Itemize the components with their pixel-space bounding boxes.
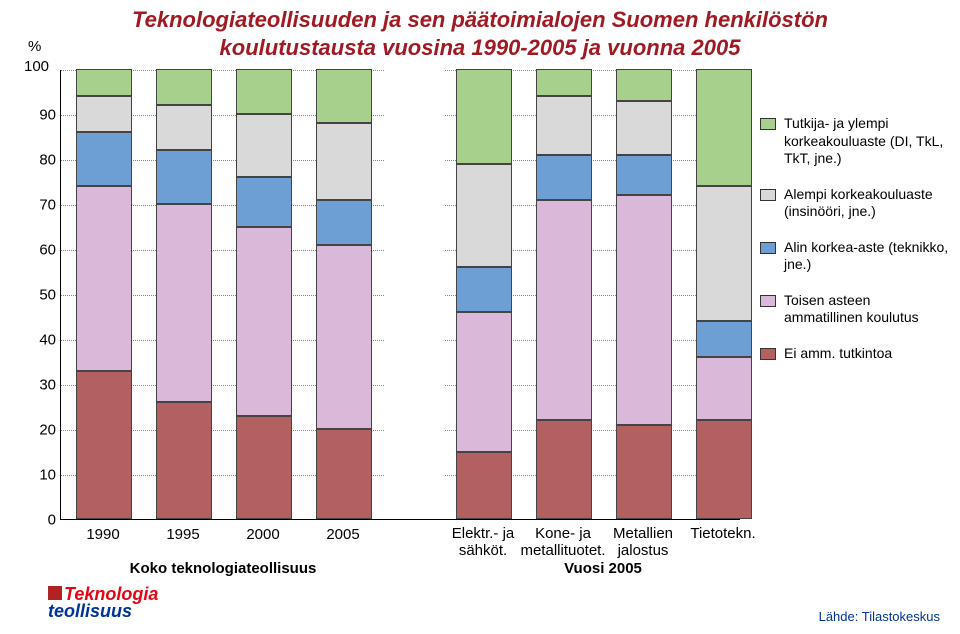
legend-label: Toisen asteen ammatillinen koulutus <box>784 292 950 327</box>
x-tick-label: Metallien jalostus <box>598 526 688 559</box>
bar-segment-ylempi <box>236 69 292 114</box>
legend-item: Alin korkea-aste (teknikko, jne.) <box>760 239 950 274</box>
y-tick-label: 70 <box>26 197 56 214</box>
bar-segment-ei_amm <box>156 402 212 519</box>
bar-segment-alempi <box>536 96 592 155</box>
bar-segment-alin <box>616 155 672 196</box>
y-tick-100: 100 <box>24 58 49 75</box>
bar-segment-alempi <box>616 101 672 155</box>
y-tick-label: 0 <box>26 512 56 529</box>
legend-swatch <box>760 295 776 307</box>
legend-label: Alin korkea-aste (teknikko, jne.) <box>784 239 950 274</box>
group-label-right: Vuosi 2005 <box>543 560 663 577</box>
bar-segment-ylempi <box>696 69 752 186</box>
bar-segment-ylempi <box>616 69 672 101</box>
bar-segment-alin <box>316 200 372 245</box>
bar <box>76 69 132 519</box>
bar-segment-ylempi <box>456 69 512 164</box>
source-label: Lähde: Tilastokeskus <box>819 609 940 624</box>
x-tick-label: 1995 <box>138 526 228 543</box>
legend-label: Alempi korkeakouluaste (insinööri, jne.) <box>784 186 950 221</box>
chart-title: Teknologiateollisuuden ja sen päätoimial… <box>0 0 960 61</box>
title-line-2: koulutustausta vuosina 1990-2005 ja vuon… <box>0 34 960 62</box>
bar-segment-alin <box>456 267 512 312</box>
bar-segment-toisen <box>536 200 592 421</box>
bar <box>696 69 752 519</box>
y-tick-label: 90 <box>26 107 56 124</box>
bar-segment-ylempi <box>316 69 372 123</box>
x-tick-label: 2000 <box>218 526 308 543</box>
bar-segment-ylempi <box>536 69 592 96</box>
bar-segment-alin <box>76 132 132 186</box>
bar-segment-alempi <box>76 96 132 132</box>
y-tick-label: 10 <box>26 467 56 484</box>
bar-segment-ylempi <box>76 69 132 96</box>
bar-segment-toisen <box>456 312 512 452</box>
y-tick-label: 20 <box>26 422 56 439</box>
title-line-1: Teknologiateollisuuden ja sen päätoimial… <box>0 6 960 34</box>
bar-segment-ei_amm <box>536 420 592 519</box>
bar-segment-alempi <box>236 114 292 177</box>
bar <box>536 69 592 519</box>
legend-swatch <box>760 189 776 201</box>
bar-segment-ylempi <box>156 69 212 105</box>
bar-segment-alempi <box>156 105 212 150</box>
y-tick-label: 50 <box>26 287 56 304</box>
bar-segment-ei_amm <box>456 452 512 520</box>
legend-swatch <box>760 118 776 130</box>
bar-segment-ei_amm <box>616 425 672 520</box>
x-tick-label: Tietotekn. <box>678 526 768 543</box>
y-tick-label: 40 <box>26 332 56 349</box>
legend-label: Ei amm. tutkintoa <box>784 345 892 363</box>
bar-segment-alin <box>696 321 752 357</box>
y-tick-label: 60 <box>26 242 56 259</box>
bar-segment-ei_amm <box>316 429 372 519</box>
x-tick-label: Kone- ja metallituotet. <box>518 526 608 559</box>
bar-segment-alin <box>536 155 592 200</box>
legend-label: Tutkija- ja ylempi korkeakouluaste (DI, … <box>784 115 950 168</box>
x-tick-label: 1990 <box>58 526 148 543</box>
bar <box>156 69 212 519</box>
bar-segment-toisen <box>236 227 292 416</box>
legend-item: Alempi korkeakouluaste (insinööri, jne.) <box>760 186 950 221</box>
bar-segment-toisen <box>316 245 372 430</box>
bar-segment-toisen <box>616 195 672 425</box>
bar-segment-alempi <box>456 164 512 268</box>
y-tick-label: 80 <box>26 152 56 169</box>
bar-segment-ei_amm <box>76 371 132 520</box>
group-label-left: Koko teknologiateollisuus <box>103 560 343 577</box>
bar-segment-toisen <box>696 357 752 420</box>
bar-segment-alin <box>236 177 292 227</box>
legend-item: Ei amm. tutkintoa <box>760 345 950 363</box>
bar-segment-alin <box>156 150 212 204</box>
legend-swatch <box>760 242 776 254</box>
legend-item: Toisen asteen ammatillinen koulutus <box>760 292 950 327</box>
bar <box>456 69 512 519</box>
bar-segment-ei_amm <box>236 416 292 520</box>
x-tick-label: Elektr.- ja sähköt. <box>438 526 528 559</box>
legend: Tutkija- ja ylempi korkeakouluaste (DI, … <box>760 115 950 380</box>
bar-segment-toisen <box>76 186 132 371</box>
bar <box>316 69 372 519</box>
bar <box>616 69 672 519</box>
y-axis-label: % <box>28 38 41 55</box>
group-gap <box>384 55 444 519</box>
y-tick-label: 30 <box>26 377 56 394</box>
bar-segment-alempi <box>696 186 752 321</box>
legend-swatch <box>760 348 776 360</box>
x-tick-label: 2005 <box>298 526 388 543</box>
bar-segment-alempi <box>316 123 372 200</box>
bar <box>236 69 292 519</box>
logo-square-icon <box>48 586 62 600</box>
chart-plot-area: 0102030405060708090 <box>60 70 740 520</box>
logo: Teknologia teollisuus <box>48 584 158 622</box>
legend-item: Tutkija- ja ylempi korkeakouluaste (DI, … <box>760 115 950 168</box>
bar-segment-toisen <box>156 204 212 402</box>
bar-segment-ei_amm <box>696 420 752 519</box>
